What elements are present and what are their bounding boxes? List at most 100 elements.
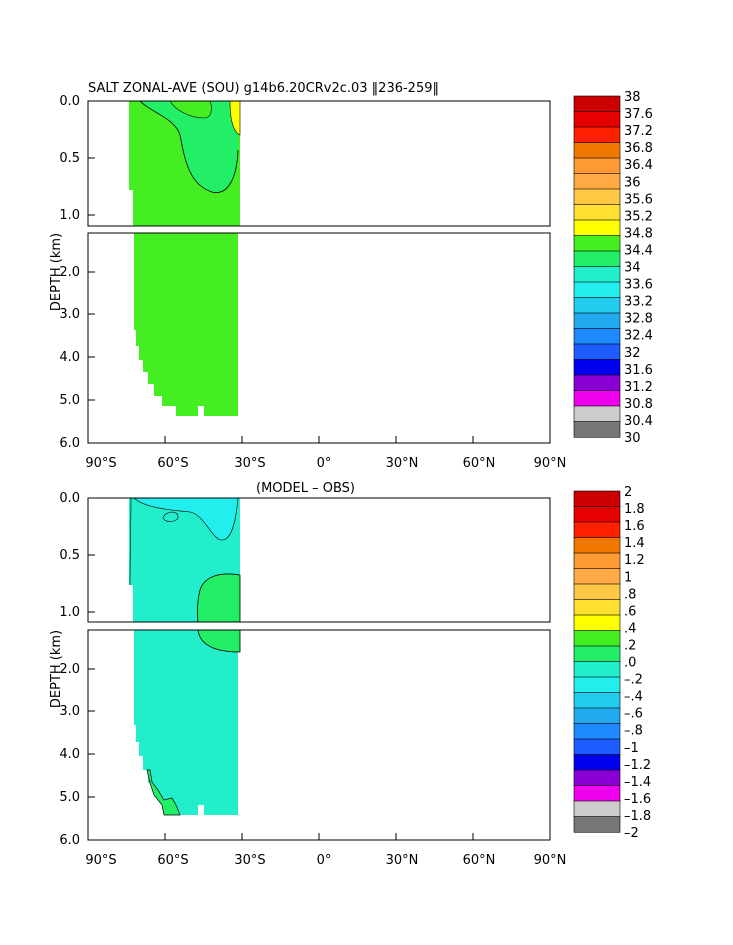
colorbar-label: 33.2 bbox=[624, 295, 653, 310]
salt-xtick-3: 0° bbox=[317, 456, 332, 471]
diff-region-green-upper bbox=[197, 573, 241, 623]
colorbar-swatch bbox=[573, 568, 621, 585]
colorbar-swatch bbox=[573, 599, 621, 616]
colorbar-label: –.4 bbox=[624, 690, 643, 705]
colorbar-swatch bbox=[573, 328, 621, 345]
salt-region-green-lower bbox=[134, 233, 238, 416]
colorbar-swatch bbox=[573, 312, 621, 330]
diff-region-cyan-blob bbox=[162, 511, 179, 522]
colorbar-label: 31.2 bbox=[624, 380, 653, 395]
panel-salt-colorbar: 38 37.6 37.2 36.8 36.4 36 35.6 35.2 34.8 34.4 34 33… bbox=[573, 90, 653, 446]
colorbar-label: 37.6 bbox=[624, 107, 653, 122]
salt-xtick-6: 90°N bbox=[534, 456, 567, 471]
panel-diff-colorbar: 21.81.61.41.21.8.6.4.2.0–.2–.4–.6–.8–1–1… bbox=[573, 485, 651, 841]
diff-xtick-5: 60°N bbox=[463, 853, 496, 868]
colorbar-swatch bbox=[573, 359, 621, 376]
colorbar-label: 1.8 bbox=[624, 502, 645, 517]
colorbar-swatch bbox=[573, 281, 621, 299]
colorbar-swatch bbox=[573, 723, 621, 740]
colorbar-swatch bbox=[573, 769, 621, 787]
colorbar-swatch bbox=[573, 707, 621, 725]
colorbar-swatch bbox=[573, 235, 621, 252]
colorbar-label: 35.2 bbox=[624, 209, 653, 224]
colorbar-label: 2 bbox=[624, 485, 632, 500]
colorbar-swatch bbox=[573, 297, 621, 314]
diff-ytick-2: 1.0 bbox=[59, 605, 80, 620]
colorbar-label: 32.4 bbox=[624, 329, 653, 344]
diff-xtick-2: 30°S bbox=[234, 853, 265, 868]
diff-region-green-edge bbox=[146, 769, 181, 816]
colorbar-label: .0 bbox=[624, 656, 636, 671]
panel-salt-y-ticks: 0.0 0.5 1.0 2.0 3.0 4.0 5.0 6.0 bbox=[59, 94, 95, 451]
colorbar-label: –.2 bbox=[624, 673, 643, 688]
salt-ytick-7: 6.0 bbox=[59, 436, 80, 451]
panel-diff-x-ticks: 90°S 60°S 30°S 0° 30°N 60°N 90°N bbox=[85, 833, 566, 868]
colorbar-swatch bbox=[573, 204, 621, 221]
diff-ytick-0: 0.0 bbox=[59, 491, 80, 506]
colorbar-label: –1.4 bbox=[624, 775, 651, 790]
colorbar-label: 30.8 bbox=[624, 397, 653, 412]
colorbar-swatch bbox=[573, 142, 621, 159]
panel-salt-field-lower bbox=[134, 233, 238, 416]
colorbar-label: –1.8 bbox=[624, 809, 651, 824]
colorbar-label: –1 bbox=[624, 741, 639, 756]
colorbar-swatch bbox=[573, 250, 621, 268]
colorbar-label: 31.6 bbox=[624, 363, 653, 378]
panel-diff-field-lower bbox=[134, 629, 241, 816]
colorbar-label: –1.6 bbox=[624, 792, 651, 807]
colorbar-label: 1.6 bbox=[624, 519, 645, 534]
salt-ytick-0: 0.0 bbox=[59, 94, 80, 109]
salt-ylabel: DEPTH (km) bbox=[49, 233, 64, 311]
diff-xtick-0: 90°S bbox=[85, 853, 116, 868]
colorbar-swatch bbox=[573, 490, 621, 508]
panel-diff-title: (MODEL – OBS) bbox=[256, 481, 355, 496]
salt-xtick-0: 90°S bbox=[85, 456, 116, 471]
colorbar-swatch bbox=[573, 676, 621, 694]
panel-salt-field-upper bbox=[129, 100, 241, 226]
diff-ytick-3: 2.0 bbox=[59, 662, 80, 677]
salt-xtick-4: 30°N bbox=[386, 456, 419, 471]
colorbar-swatch bbox=[573, 506, 621, 523]
colorbar-swatch bbox=[573, 800, 621, 818]
colorbar-label: 1.2 bbox=[624, 553, 645, 568]
diff-ytick-4: 3.0 bbox=[59, 704, 80, 719]
panel-salt-title: SALT ZONAL-AVE (SOU) g14b6.20CRv2c.03 ‖2… bbox=[88, 81, 439, 96]
diff-region-cyan-lower bbox=[134, 630, 238, 815]
diff-region-green-lower bbox=[197, 629, 241, 653]
colorbar-label: 1 bbox=[624, 570, 632, 585]
salt-region-yellow bbox=[229, 100, 241, 136]
panel-diff-y-ticks: 0.0 0.5 1.0 2.0 3.0 4.0 5.0 6.0 bbox=[59, 491, 95, 848]
panel-diff: (MODEL – OBS) 0.0 0.5 1.0 2.0 bbox=[49, 481, 651, 868]
colorbar-swatch bbox=[573, 374, 621, 392]
diff-contour-upper bbox=[129, 497, 132, 586]
colorbar-label: –.8 bbox=[624, 724, 643, 739]
colorbar-swatch bbox=[573, 738, 621, 756]
colorbar-label: 30.4 bbox=[624, 414, 653, 429]
diff-xtick-4: 30°N bbox=[386, 853, 419, 868]
colorbar-label: 32.8 bbox=[624, 312, 653, 327]
colorbar-label: .2 bbox=[624, 638, 636, 653]
colorbar-swatch bbox=[573, 390, 621, 407]
colorbar-label: 32 bbox=[624, 346, 641, 361]
salt-xtick-5: 60°N bbox=[463, 456, 496, 471]
diff-ytick-1: 0.5 bbox=[59, 548, 80, 563]
colorbar-label: .6 bbox=[624, 604, 636, 619]
salt-ytick-4: 3.0 bbox=[59, 307, 80, 322]
colorbar-swatch bbox=[573, 645, 621, 663]
colorbar-label: .8 bbox=[624, 587, 636, 602]
colorbar-swatch bbox=[573, 126, 621, 144]
salt-contour-upper bbox=[139, 100, 239, 193]
colorbar-swatch bbox=[573, 583, 621, 601]
colorbar-swatch bbox=[573, 219, 621, 237]
colorbar-label: 36.4 bbox=[624, 158, 653, 173]
diff-ylabel: DEPTH (km) bbox=[49, 630, 64, 708]
diff-ytick-6: 5.0 bbox=[59, 790, 80, 805]
colorbar-swatch bbox=[573, 537, 621, 554]
colorbar-swatch bbox=[573, 785, 621, 802]
salt-ytick-2: 1.0 bbox=[59, 208, 80, 223]
colorbar-swatch bbox=[573, 614, 621, 632]
salt-ytick-6: 5.0 bbox=[59, 393, 80, 408]
colorbar-label: –2 bbox=[624, 826, 639, 841]
colorbar-label: .4 bbox=[624, 621, 636, 636]
